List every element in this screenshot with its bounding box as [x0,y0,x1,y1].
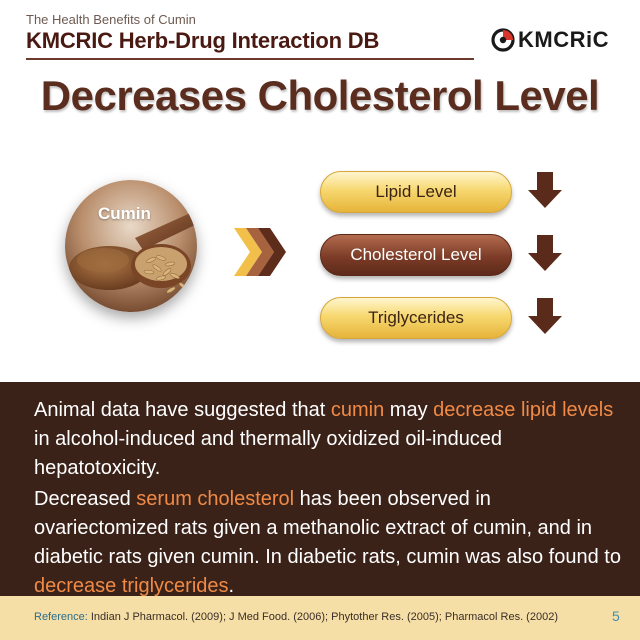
info-paragraph-2: Decreased serum cholesterol has been obs… [34,485,624,601]
header: The Health Benefits of Cumin KMCRIC Herb… [0,0,640,62]
kmcric-logo: KMCRiC [490,26,620,54]
header-divider [26,58,474,60]
info-text: Animal data have suggested that cumin ma… [34,396,624,601]
info-text-segment: has been observed in ovariectomized rats… [34,488,621,568]
cumin-spoon-photo [65,180,197,312]
page-title: Decreases Cholesterol Level [40,72,600,119]
info-panel [0,382,640,596]
herb-label: Cumin [98,204,151,223]
reference: Reference: Indian J Pharmacol. (2009); J… [34,611,558,623]
cumin-spoon-illustration [65,180,197,312]
info-text-segment: Animal data have suggested that [34,399,331,421]
highlight-decrease-lipid-levels: decrease lipid levels [433,399,614,421]
kmcric-logo-icon [491,28,515,52]
page-number: 5 [612,608,620,624]
highlight-serum-cholesterol: serum cholesterol [136,488,295,510]
reference-label: Reference: [34,611,88,623]
arrow-down-icon [528,172,562,208]
info-text-segment: Decreased [34,488,137,510]
arrow-down-icon [528,298,562,334]
header-subtitle: The Health Benefits of Cumin [26,12,196,27]
effect-pill-triglycerides: Triglycerides [320,297,512,339]
info-text-segment: may [384,399,434,421]
highlight-decrease-triglycerides: decrease triglycerides [34,575,229,597]
arrow-down-icon [528,235,562,271]
logo-text: KMCRiC [518,27,609,52]
chevron-right-icon [234,228,286,276]
reference-text: Indian J Pharmacol. (2009); J Med Food. … [87,611,558,623]
info-paragraph-1: Animal data have suggested that cumin ma… [34,396,624,483]
info-text-segment: . [228,575,235,597]
effect-pill-lipid-level: Lipid Level [320,171,512,213]
highlight-cumin: cumin [330,399,385,421]
header-title: KMCRIC Herb-Drug Interaction DB [26,28,380,53]
effect-pill-cholesterol-level: Cholesterol Level [320,234,512,276]
info-text-segment: in alcohol-induced and thermally oxidize… [34,428,503,479]
reference-bar [0,596,640,640]
